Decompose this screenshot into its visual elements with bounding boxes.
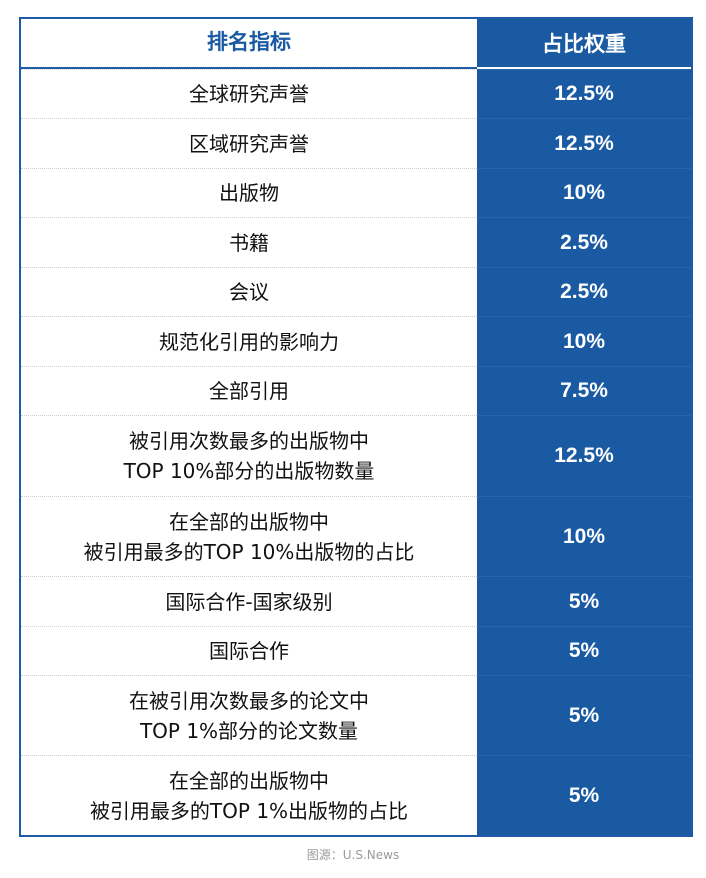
header-weight: 占比权重: [477, 19, 691, 69]
table-row: 在全部的出版物中 被引用最多的TOP 1%出版物的占比 5%: [21, 755, 691, 835]
metric-cell: 在被引用次数最多的论文中 TOP 1%部分的论文数量: [21, 675, 477, 755]
weight-cell: 5%: [477, 626, 691, 675]
table-row: 全部引用 7.5%: [21, 366, 691, 415]
table-header-row: 排名指标 占比权重: [21, 19, 691, 69]
metric-cell: 规范化引用的影响力: [21, 316, 477, 366]
metric-cell: 在全部的出版物中 被引用最多的TOP 1%出版物的占比: [21, 755, 477, 835]
weight-cell: 5%: [477, 576, 691, 626]
weight-cell: 12.5%: [477, 118, 691, 168]
weight-cell: 10%: [477, 496, 691, 576]
table-row: 出版物 10%: [21, 168, 691, 217]
metric-cell: 国际合作-国家级别: [21, 576, 477, 626]
metric-cell: 国际合作: [21, 626, 477, 675]
table-row: 规范化引用的影响力 10%: [21, 316, 691, 366]
metric-cell: 出版物: [21, 168, 477, 217]
table-row: 区域研究声誉 12.5%: [21, 118, 691, 168]
image-source-caption: 图源：U.S.News: [306, 848, 400, 862]
weight-column-background: [477, 19, 691, 835]
metric-cell: 书籍: [21, 217, 477, 267]
metric-cell: 全部引用: [21, 366, 477, 415]
weight-cell: 10%: [477, 316, 691, 366]
table-row: 被引用次数最多的出版物中 TOP 10%部分的出版物数量 12.5%: [21, 415, 691, 496]
header-metric: 排名指标: [21, 19, 477, 69]
table-row: 在全部的出版物中 被引用最多的TOP 10%出版物的占比 10%: [21, 496, 691, 576]
weight-cell: 2.5%: [477, 217, 691, 267]
weight-cell: 5%: [477, 755, 691, 835]
table-row: 在被引用次数最多的论文中 TOP 1%部分的论文数量 5%: [21, 675, 691, 755]
weight-cell: 2.5%: [477, 267, 691, 316]
ranking-weights-table: 排名指标 占比权重 全球研究声誉 12.5% 区域研究声誉 12.5% 出版物 …: [19, 17, 693, 837]
table-row: 会议 2.5%: [21, 267, 691, 316]
weight-cell: 7.5%: [477, 366, 691, 415]
weight-cell: 10%: [477, 168, 691, 217]
metric-cell: 在全部的出版物中 被引用最多的TOP 10%出版物的占比: [21, 496, 477, 576]
metric-cell: 全球研究声誉: [21, 69, 477, 118]
weight-cell: 12.5%: [477, 415, 691, 496]
metric-cell: 区域研究声誉: [21, 118, 477, 168]
weight-cell: 5%: [477, 675, 691, 755]
metric-cell: 被引用次数最多的出版物中 TOP 10%部分的出版物数量: [21, 415, 477, 496]
table-row: 国际合作-国家级别 5%: [21, 576, 691, 626]
table-row: 书籍 2.5%: [21, 217, 691, 267]
weight-cell: 12.5%: [477, 69, 691, 118]
metric-cell: 会议: [21, 267, 477, 316]
table-row: 国际合作 5%: [21, 626, 691, 675]
table-row: 全球研究声誉 12.5%: [21, 69, 691, 118]
